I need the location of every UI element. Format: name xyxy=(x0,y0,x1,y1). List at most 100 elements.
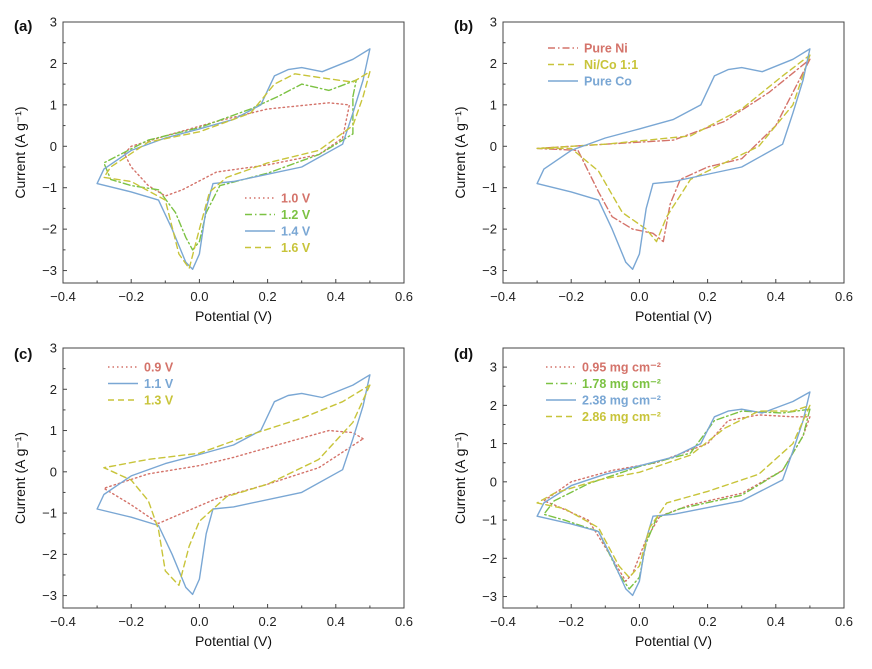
x-tick-label: 0.6 xyxy=(835,614,853,629)
x-tick-label: 0.0 xyxy=(190,289,208,304)
legend-label: 2.86 mg cm⁻² xyxy=(582,410,661,424)
y-tick-label: 2 xyxy=(50,56,57,71)
x-tick-label: 0.0 xyxy=(630,289,648,304)
y-tick-label: 0 xyxy=(490,474,497,489)
panel-label: (c) xyxy=(14,346,32,363)
x-tick-label: 0.4 xyxy=(327,289,345,304)
x-tick-label: 0.4 xyxy=(767,614,785,629)
legend-label: 0.95 mg cm⁻² xyxy=(582,361,661,375)
x-tick-label: −0.2 xyxy=(118,614,144,629)
legend-label: 1.4 V xyxy=(281,225,311,239)
series-line-2 xyxy=(543,408,811,590)
series-line-4 xyxy=(536,404,811,579)
legend-label: 1.2 V xyxy=(281,208,311,222)
x-tick-label: 0.0 xyxy=(190,614,208,629)
y-tick-label: 3 xyxy=(50,15,57,30)
series-line-3 xyxy=(536,391,811,597)
series-line-2 xyxy=(103,79,357,251)
x-tick-label: 0.4 xyxy=(767,289,785,304)
series-line-3 xyxy=(96,48,371,270)
y-tick-label: 1 xyxy=(490,97,497,112)
series-line-1 xyxy=(536,58,811,243)
y-tick-label: −1 xyxy=(482,180,497,195)
x-axis-title: Potential (V) xyxy=(195,633,272,649)
series-line-1 xyxy=(123,102,351,197)
y-tick-label: −1 xyxy=(42,506,57,521)
legend-label: Pure Ni xyxy=(584,42,628,56)
plot-frame xyxy=(502,347,845,609)
x-tick-label: 0.6 xyxy=(395,614,413,629)
plot-frame xyxy=(62,21,405,284)
y-tick-label: 0 xyxy=(50,139,57,154)
y-axis-title: Current (A g⁻¹) xyxy=(452,432,468,524)
y-tick-label: 0 xyxy=(50,464,57,479)
panel-label: (b) xyxy=(454,18,473,35)
series-line-3 xyxy=(536,48,811,270)
y-tick-label: −2 xyxy=(482,222,497,237)
y-tick-label: −3 xyxy=(42,263,57,278)
series-line-3 xyxy=(103,384,371,586)
x-axis-title: Potential (V) xyxy=(635,308,712,324)
y-tick-label: 0 xyxy=(490,139,497,154)
chart-panel-3: (c) −0.4 −0.2 0.0 0.2 0.4 0.6 −3 −2 −1 0 1 2 3 Potenti… xyxy=(12,341,413,650)
legend-label: Pure Co xyxy=(584,75,632,89)
series-line-1 xyxy=(543,414,811,582)
x-tick-label: −0.4 xyxy=(50,614,76,629)
x-axis-title: Potential (V) xyxy=(635,633,712,649)
legend-label: 1.0 V xyxy=(281,192,311,206)
y-tick-label: 1 xyxy=(50,97,57,112)
x-axis-title: Potential (V) xyxy=(195,308,272,324)
y-tick-label: 3 xyxy=(490,15,497,30)
x-tick-label: 0.0 xyxy=(630,614,648,629)
x-tick-label: 0.6 xyxy=(395,289,413,304)
x-tick-label: 0.2 xyxy=(259,614,277,629)
x-tick-label: 0.4 xyxy=(327,614,345,629)
y-tick-label: −3 xyxy=(42,588,57,603)
y-axis-title: Current (A g⁻¹) xyxy=(12,106,28,198)
legend-label: 1.3 V xyxy=(144,394,174,408)
y-tick-label: −2 xyxy=(42,547,57,562)
legend-label: 1.1 V xyxy=(144,377,174,391)
y-tick-label: −1 xyxy=(42,180,57,195)
series-line-2 xyxy=(96,374,371,596)
x-tick-label: −0.2 xyxy=(558,289,584,304)
y-tick-label: 1 xyxy=(50,423,57,438)
legend-label: 2.38 mg cm⁻² xyxy=(582,394,661,408)
y-tick-label: 2 xyxy=(490,56,497,71)
y-tick-label: 3 xyxy=(50,341,57,356)
legend-label: 1.78 mg cm⁻² xyxy=(582,377,661,391)
x-tick-label: −0.2 xyxy=(118,289,144,304)
chart-panel-2: (b) −0.4 −0.2 0.0 0.2 0.4 0.6 −3 −2 −1 0 1 2 3 Potenti… xyxy=(452,15,853,325)
series-line-4 xyxy=(103,71,371,270)
chart-panel-1: (a) −0.4 −0.2 0.0 0.2 0.4 0.6 −3 −2 −1 0 1 2 3 Potenti… xyxy=(12,15,413,325)
legend-label: 0.9 V xyxy=(144,361,174,375)
y-tick-label: −3 xyxy=(482,263,497,278)
y-tick-label: 2 xyxy=(490,398,497,413)
y-tick-label: 3 xyxy=(490,360,497,375)
panel-label: (a) xyxy=(14,18,32,35)
legend-label: 1.6 V xyxy=(281,241,311,255)
series-line-2 xyxy=(536,54,811,243)
y-tick-label: −3 xyxy=(482,589,497,604)
x-tick-label: −0.2 xyxy=(558,614,584,629)
x-tick-label: 0.6 xyxy=(835,289,853,304)
panel-label: (d) xyxy=(454,346,473,363)
x-tick-label: −0.4 xyxy=(50,289,76,304)
legend-label: Ni/Co 1:1 xyxy=(584,58,638,72)
y-tick-label: −2 xyxy=(482,551,497,566)
y-axis-title: Current (A g⁻¹) xyxy=(12,432,28,524)
y-tick-label: 2 xyxy=(50,382,57,397)
y-tick-label: 1 xyxy=(490,436,497,451)
x-tick-label: −0.4 xyxy=(490,614,516,629)
x-tick-label: 0.2 xyxy=(259,289,277,304)
y-axis-title: Current (A g⁻¹) xyxy=(452,106,468,198)
x-tick-label: −0.4 xyxy=(490,289,516,304)
x-tick-label: 0.2 xyxy=(699,614,717,629)
y-tick-label: −1 xyxy=(482,513,497,528)
plot-frame xyxy=(62,347,405,609)
plot-frame xyxy=(502,21,845,284)
x-tick-label: 0.2 xyxy=(699,289,717,304)
chart-panel-4: (d) −0.4 −0.2 0.0 0.2 0.4 0.6 −3 −2 −1 0 1 2 3 Potenti… xyxy=(452,346,853,649)
y-tick-label: −2 xyxy=(42,222,57,237)
